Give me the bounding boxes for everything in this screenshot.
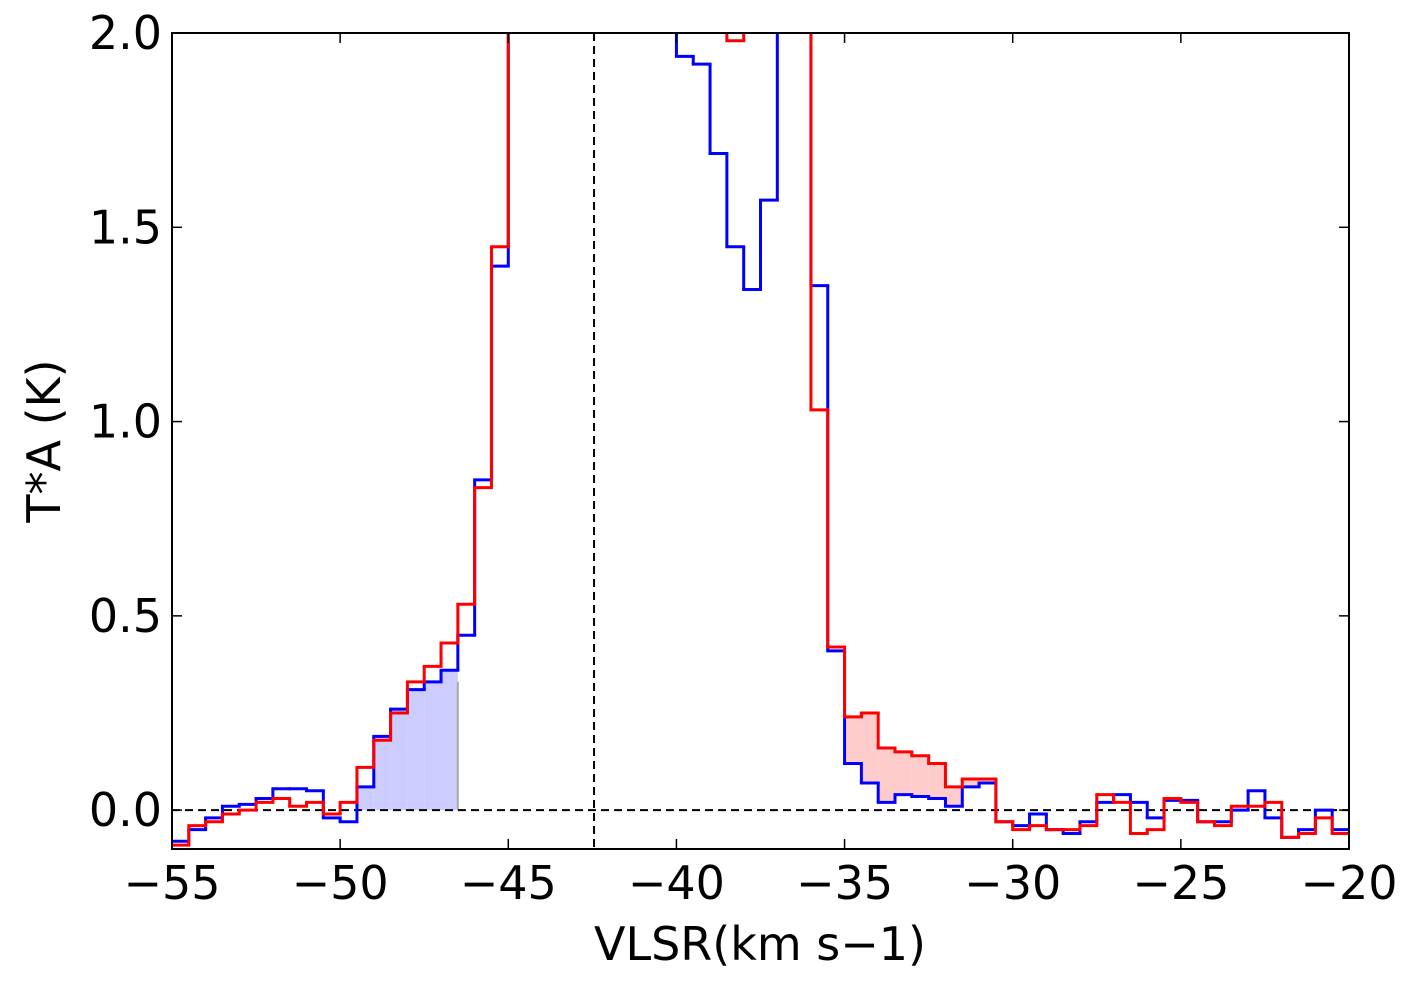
x-tick-label: −45	[460, 856, 557, 910]
x-axis-label: VLSR(km s−1)	[594, 917, 926, 971]
shaded-area	[356, 786, 374, 811]
shaded-area	[979, 779, 996, 783]
shaded-area	[878, 747, 896, 803]
y-tick-label: 0.0	[89, 783, 162, 837]
shaded-area	[844, 716, 862, 764]
shaded-area	[441, 670, 458, 811]
shaded-area	[928, 763, 946, 799]
shaded-area	[911, 755, 929, 797]
y-tick-label: 2.0	[89, 6, 162, 60]
x-tick-label: −50	[292, 856, 389, 910]
y-tick-label: 1.0	[89, 395, 162, 449]
x-tick-label: −20	[1300, 856, 1397, 910]
step-connector	[187, 33, 1334, 846]
step-connector	[187, 33, 1334, 842]
x-tick-label: −30	[964, 856, 1061, 910]
shaded-area	[861, 713, 879, 783]
shaded-area	[373, 736, 391, 811]
shaded-area	[962, 779, 980, 787]
x-tick-label: −25	[1132, 856, 1229, 910]
y-tick-label: 1.5	[89, 200, 162, 254]
axes-frame	[171, 32, 1350, 850]
y-tick-label: 0.5	[89, 589, 162, 643]
shaded-area	[390, 709, 408, 811]
shaded-area	[424, 681, 442, 811]
shaded-area	[895, 751, 912, 795]
plot-area	[172, 33, 1349, 849]
shaded-area	[407, 689, 425, 811]
x-tick-label: −40	[628, 856, 725, 910]
x-tick-label: −35	[796, 856, 893, 910]
shaded-area	[945, 786, 963, 807]
x-tick-label: −55	[123, 856, 220, 910]
y-axis-label: T*A (K)	[17, 359, 71, 523]
